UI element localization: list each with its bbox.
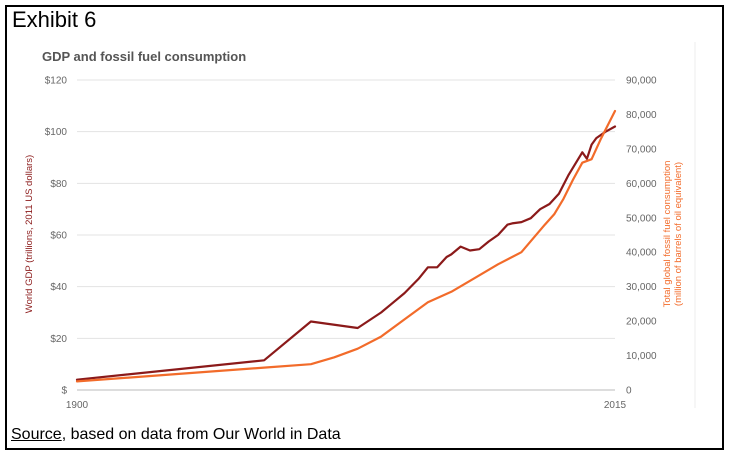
y2-tick-label: 90,000 <box>626 76 657 87</box>
y2-tick-label: 70,000 <box>626 144 657 155</box>
gdp-fuel-chart: GDP and fossil fuel consumption $$20$40$… <box>24 42 696 412</box>
y2-tick-label: 30,000 <box>626 282 657 293</box>
fuel-series-line <box>75 109 617 383</box>
ticks-layer: $ $20 $40 $60 $80 $100 $120 0 10,000 20,000 30,000… <box>45 76 657 412</box>
chart-title: GDP and fossil fuel consumption <box>42 49 246 64</box>
y-tick-label: $120 <box>45 76 68 87</box>
source-caption: , based on data from Our World in Data <box>61 426 341 443</box>
y-tick-label: $40 <box>50 282 67 293</box>
y-tick-label: $60 <box>50 231 67 242</box>
gdp-series-line <box>75 125 617 381</box>
source-link[interactable]: Source <box>11 426 62 443</box>
exhibit-label: Exhibit 6 <box>12 7 97 32</box>
x-tick-label: 1900 <box>66 400 89 411</box>
y2-tick-label: 10,000 <box>626 351 657 362</box>
y-tick-label: $20 <box>50 334 67 345</box>
grid-layer <box>77 79 615 391</box>
source-footer: Source, based on data from Our World in … <box>11 426 341 444</box>
y2-tick-label: 40,000 <box>626 248 657 259</box>
y-tick-label: $ <box>61 386 67 397</box>
y2-tick-label: 20,000 <box>626 317 657 328</box>
y2-tick-label: 0 <box>626 386 632 397</box>
y-tick-label: $80 <box>50 179 67 190</box>
y2-tick-label: 80,000 <box>626 110 657 121</box>
series-layer <box>75 109 617 383</box>
y2-axis-label-line1: Total global fossil fuel consumption <box>662 161 673 308</box>
y-axis-label: World GDP (trillions, 2011 US dollars) <box>24 155 35 313</box>
y-tick-label: $100 <box>45 127 68 138</box>
x-tick-label: 2015 <box>604 400 627 411</box>
exhibit-frame <box>5 5 724 450</box>
y2-axis-label-line2: (million of barrels of oil equivalent) <box>673 162 684 306</box>
y2-tick-label: 50,000 <box>626 213 657 224</box>
y2-tick-label: 60,000 <box>626 179 657 190</box>
